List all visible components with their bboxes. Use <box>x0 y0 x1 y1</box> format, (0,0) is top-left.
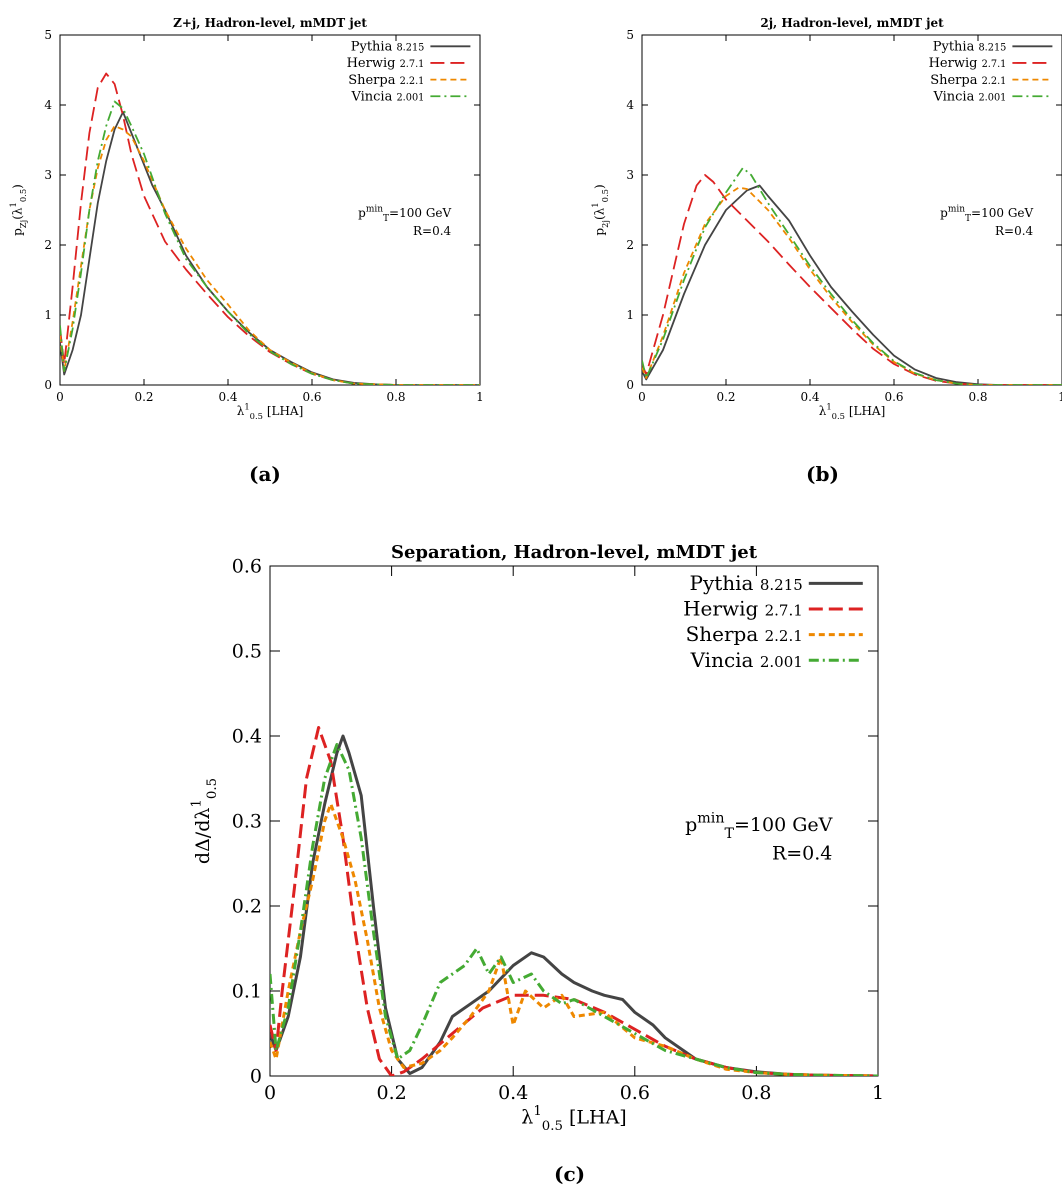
series-line-pythia <box>642 184 1062 385</box>
x-tick-label: 1 <box>476 390 484 404</box>
panel-label-a: (a) <box>249 462 281 486</box>
x-tick-label: 0 <box>264 1082 276 1104</box>
y-tick-label: 0.1 <box>232 981 262 1003</box>
chart-title: Separation, Hadron-level, mMDT jet <box>391 542 758 563</box>
legend-label-vincia: Vincia 2.001 <box>690 648 803 672</box>
plot-frame <box>59 34 481 386</box>
x-tick-label: 0.4 <box>800 390 819 404</box>
x-axis-label: λ10.5 [LHA] <box>819 402 886 422</box>
chart-2j: 0 0.2 0.4 0.6 0.8 1 0 1 2 3 4 5 2j, Hadron-level, mM… <box>590 16 1062 421</box>
y-tick-label: 0.4 <box>232 726 262 748</box>
x-tick-label: 0.4 <box>498 1082 528 1104</box>
series-line-sherpa <box>60 125 480 385</box>
annotation-radius: R=0.4 <box>413 224 452 238</box>
legend-label-sherpa: Sherpa 2.2.1 <box>686 622 803 646</box>
series-line-sherpa <box>642 186 1062 385</box>
series-line-sherpa <box>270 802 878 1076</box>
y-tick-label: 0.5 <box>232 641 262 663</box>
panel-label-c: (c) <box>554 1162 586 1186</box>
x-tick-label: 0.4 <box>218 390 237 404</box>
y-tick-label: 5 <box>44 28 52 42</box>
x-tick-label: 0.8 <box>386 390 405 404</box>
y-axis-label: pZj(λ10.5) <box>8 184 28 236</box>
y-tick-label: 3 <box>626 168 634 182</box>
x-tick-label: 0.2 <box>716 390 735 404</box>
y-tick-label: 0.3 <box>232 811 262 833</box>
legend-label-pythia: Pythia 8.215 <box>351 40 425 55</box>
x-tick-label: 0.6 <box>620 1082 650 1104</box>
y-tick-label: 1 <box>626 308 634 322</box>
y-tick-label: 2 <box>44 238 52 252</box>
legend-label-herwig: Herwig 2.7.1 <box>929 56 1007 71</box>
x-tick-label: 0.6 <box>884 390 903 404</box>
annotation-ptmin: pminT=100 GeV <box>685 811 833 842</box>
series-line-herwig <box>60 72 480 385</box>
annotation-radius: R=0.4 <box>995 224 1034 238</box>
legend-label-sherpa: Sherpa 2.2.1 <box>348 73 424 88</box>
x-tick-label: 1 <box>872 1082 884 1104</box>
x-tick-label: 1 <box>1058 390 1062 404</box>
chart-zj: 0 0.2 0.4 0.6 0.8 1 0 1 2 3 4 5 Z+j, Hadron-level, m… <box>8 16 484 421</box>
x-tick-label: 0.8 <box>968 390 987 404</box>
series-line-vincia <box>642 167 1062 385</box>
series-line-pythia <box>60 111 480 385</box>
legend-label-pythia: Pythia 8.215 <box>933 40 1007 55</box>
panel-label-b: (b) <box>806 462 839 486</box>
legend-label-herwig: Herwig 2.7.1 <box>683 597 803 621</box>
x-tick-label: 0.2 <box>134 390 153 404</box>
y-tick-label: 5 <box>626 28 634 42</box>
y-axis-label: p2j(λ10.5) <box>590 184 610 235</box>
legend-label-vincia: Vincia 2.001 <box>350 90 424 105</box>
y-tick-label: 0 <box>626 378 634 392</box>
y-tick-label: 4 <box>626 98 634 112</box>
legend-label-sherpa: Sherpa 2.2.1 <box>930 73 1006 88</box>
x-axis-label: λ10.5 [LHA] <box>237 402 304 422</box>
legend-label-pythia: Pythia 8.215 <box>689 571 802 595</box>
y-tick-label: 0 <box>250 1066 262 1088</box>
series-line-herwig <box>270 726 878 1076</box>
annotation-ptmin: pminT=100 GeV <box>358 205 451 225</box>
y-tick-label: 0 <box>44 378 52 392</box>
x-tick-label: 0.6 <box>302 390 321 404</box>
annotation-ptmin: pminT=100 GeV <box>940 205 1033 225</box>
y-tick-label: 0.2 <box>232 896 262 918</box>
x-tick-label: 0.2 <box>376 1082 406 1104</box>
legend-label-vincia: Vincia 2.001 <box>932 90 1006 105</box>
chart-title: Z+j, Hadron-level, mMDT jet <box>173 16 367 30</box>
series-line-vincia <box>60 100 480 385</box>
series-line-vincia <box>270 743 878 1076</box>
chart-title: 2j, Hadron-level, mMDT jet <box>760 16 944 30</box>
y-axis-label: dΔ/dλ10.5 <box>190 778 220 864</box>
x-tick-label: 0 <box>638 390 646 404</box>
y-tick-label: 0.6 <box>232 556 262 578</box>
x-tick-label: 0 <box>56 390 64 404</box>
x-axis-label: λ10.5 [LHA] <box>521 1104 626 1134</box>
x-tick-label: 0.8 <box>741 1082 771 1104</box>
y-tick-label: 1 <box>44 308 52 322</box>
plot-frame <box>641 34 1062 386</box>
y-tick-label: 3 <box>44 168 52 182</box>
legend-label-herwig: Herwig 2.7.1 <box>347 56 425 71</box>
y-tick-label: 4 <box>44 98 52 112</box>
chart-sep: 0 0.2 0.4 0.6 0.8 1 0 0.1 0.2 0.3 0.4 0.5 0.6 Separat… <box>190 542 884 1134</box>
annotation-radius: R=0.4 <box>772 843 832 865</box>
y-tick-label: 2 <box>626 238 634 252</box>
